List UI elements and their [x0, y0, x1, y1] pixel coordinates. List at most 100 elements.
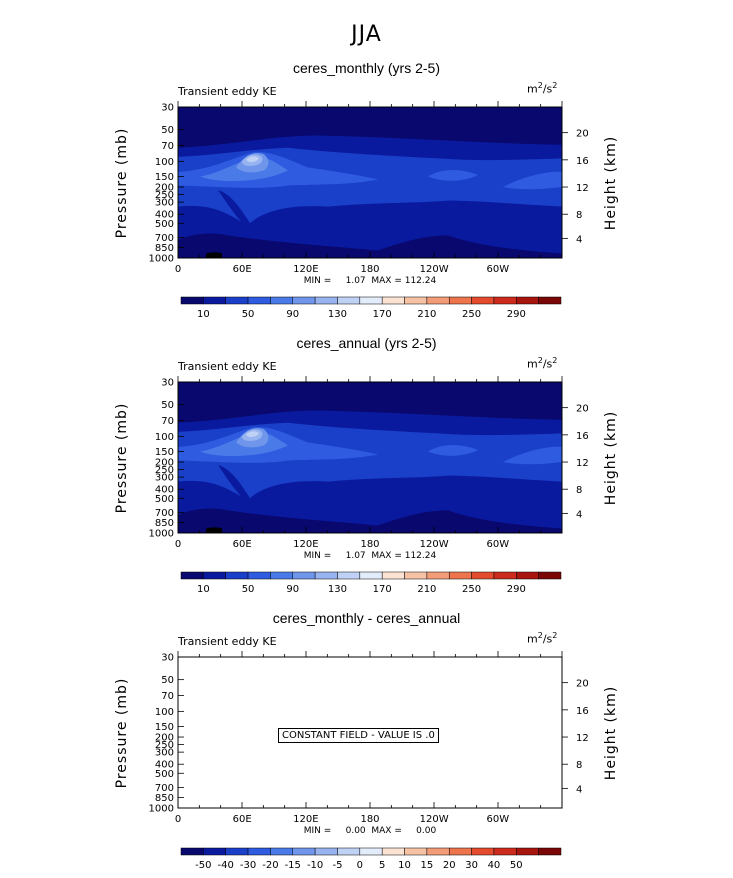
- colorbar-label: 250: [462, 309, 481, 320]
- colorbar-label: 40: [488, 860, 501, 871]
- y-tick-label: 500: [155, 494, 174, 505]
- colorbar-swatch: [225, 296, 249, 305]
- y-tick-label: 100: [155, 157, 174, 168]
- min-max-stats: MIN = 1.07 MAX = 112.24: [304, 551, 437, 561]
- units-label: m2/s2: [527, 356, 558, 371]
- x-tick-label: 60W: [487, 814, 510, 825]
- y2-tick-label: 8: [576, 760, 582, 771]
- colorbar-swatch: [270, 296, 294, 305]
- y2-tick-label: 12: [576, 733, 589, 744]
- colorbar-label: 15: [421, 860, 434, 871]
- y-tick-label: 700: [155, 783, 174, 794]
- y-tick-label: 150: [155, 722, 174, 733]
- y2-tick-label: 4: [576, 234, 582, 245]
- y-tick-label: 1000: [149, 804, 174, 815]
- y2-tick-label: 8: [576, 485, 582, 496]
- colorbar-swatch: [448, 571, 472, 580]
- colorbar-label: 10: [398, 860, 411, 871]
- colorbar-swatch: [493, 296, 517, 305]
- y-tick-label: 100: [155, 432, 174, 443]
- y-tick-label: 400: [155, 210, 174, 221]
- colorbar-swatch: [404, 847, 428, 856]
- colorbar-swatch: [203, 571, 226, 580]
- colorbar-label: -50: [195, 860, 211, 871]
- contour-band: [503, 171, 562, 190]
- colorbar-label: 170: [373, 584, 392, 595]
- variable-label: Transient eddy KE: [178, 360, 277, 373]
- colorbar-label: 170: [373, 309, 392, 320]
- x-tick-label: 0: [175, 539, 181, 550]
- y2-tick-label: 16: [576, 706, 589, 717]
- colorbar-label: 30: [465, 860, 478, 871]
- x-tick-label: 180: [360, 814, 379, 825]
- x-tick-label: 60E: [233, 814, 252, 825]
- y-tick-label: 30: [161, 653, 174, 664]
- y-tick-label: 400: [155, 760, 174, 771]
- colorbar-swatch: [180, 847, 204, 856]
- colorbar-swatch: [314, 847, 338, 856]
- colorbar-swatch: [359, 847, 383, 856]
- y-tick-label: 700: [155, 508, 174, 519]
- constant-field-note: CONSTANT FIELD - VALUE IS .0: [278, 727, 439, 743]
- colorbar-swatch: [471, 571, 495, 580]
- min-max-stats: MIN = 1.07 MAX = 112.24: [304, 276, 437, 286]
- units-label: m2/s2: [527, 631, 558, 646]
- colorbar-label: 130: [328, 584, 347, 595]
- colorbar-label: 50: [242, 584, 255, 595]
- y-tick-label: 300: [155, 473, 174, 484]
- colorbar-swatch: [404, 571, 428, 580]
- y-tick-label: 250: [155, 465, 174, 476]
- colorbar: -50 -40 -30 -20 -15 -10 -5 0 5 10 15 20 30 40 50: [180, 847, 562, 871]
- y-axis-label: Pressure (mb): [114, 127, 130, 238]
- y-tick-label: 250: [155, 190, 174, 201]
- x-tick-label: 60E: [233, 539, 252, 550]
- x-tick-label: 120W: [420, 264, 449, 275]
- colorbar-swatch: [314, 571, 338, 580]
- colorbar: 10 50 90 130 170 210 250 290: [180, 296, 562, 320]
- y-tick-label: 150: [155, 172, 174, 183]
- y-tick-label: 400: [155, 485, 174, 496]
- colorbar-swatch: [225, 571, 249, 580]
- colorbar-swatch: [225, 847, 249, 856]
- y-axis-label: Pressure (mb): [114, 677, 130, 788]
- contour-band: [428, 170, 478, 181]
- colorbar-label: 50: [242, 309, 255, 320]
- colorbar-label: 10: [197, 584, 210, 595]
- y-tick-label: 30: [161, 103, 174, 114]
- y2-axis-label: Height (km): [603, 410, 619, 505]
- panel-title: ceres_monthly - ceres_annual: [272, 610, 461, 626]
- y-axis-label: Pressure (mb): [114, 402, 130, 513]
- colorbar-swatch: [292, 571, 316, 580]
- x-tick-label: 120E: [293, 264, 318, 275]
- colorbar-swatch: [516, 847, 539, 856]
- colorbar-label: -10: [307, 860, 323, 871]
- y-tick-label: 850: [155, 518, 174, 529]
- colorbar-label: -20: [262, 860, 278, 871]
- colorbar-label: 5: [379, 860, 385, 871]
- x-tick-label: 60E: [233, 264, 252, 275]
- colorbar-label: 90: [286, 309, 299, 320]
- y-tick-label: 700: [155, 233, 174, 244]
- colorbar-swatch: [359, 571, 383, 580]
- x-tick-label: 120E: [293, 814, 318, 825]
- colorbar-label: 0: [357, 860, 363, 871]
- colorbar-swatch: [493, 571, 517, 580]
- colorbar-label: 290: [507, 309, 526, 320]
- colorbar-swatch: [270, 571, 294, 580]
- y-tick-label: 500: [155, 769, 174, 780]
- y-tick-label: 850: [155, 793, 174, 804]
- colorbar-swatch: [448, 847, 472, 856]
- colorbar-label: 130: [328, 309, 347, 320]
- y2-tick-label: 12: [576, 458, 589, 469]
- y-tick-label: 850: [155, 243, 174, 254]
- y-tick-label: 200: [155, 733, 174, 744]
- y2-axis-label: Height (km): [603, 135, 619, 230]
- y-tick-label: 50: [161, 400, 174, 411]
- variable-label: Transient eddy KE: [178, 85, 277, 98]
- colorbar-swatch: [426, 847, 450, 856]
- colorbar-swatch: [203, 847, 226, 856]
- y-tick-label: 50: [161, 675, 174, 686]
- variable-label: Transient eddy KE: [178, 635, 277, 648]
- contour-band: [206, 527, 222, 533]
